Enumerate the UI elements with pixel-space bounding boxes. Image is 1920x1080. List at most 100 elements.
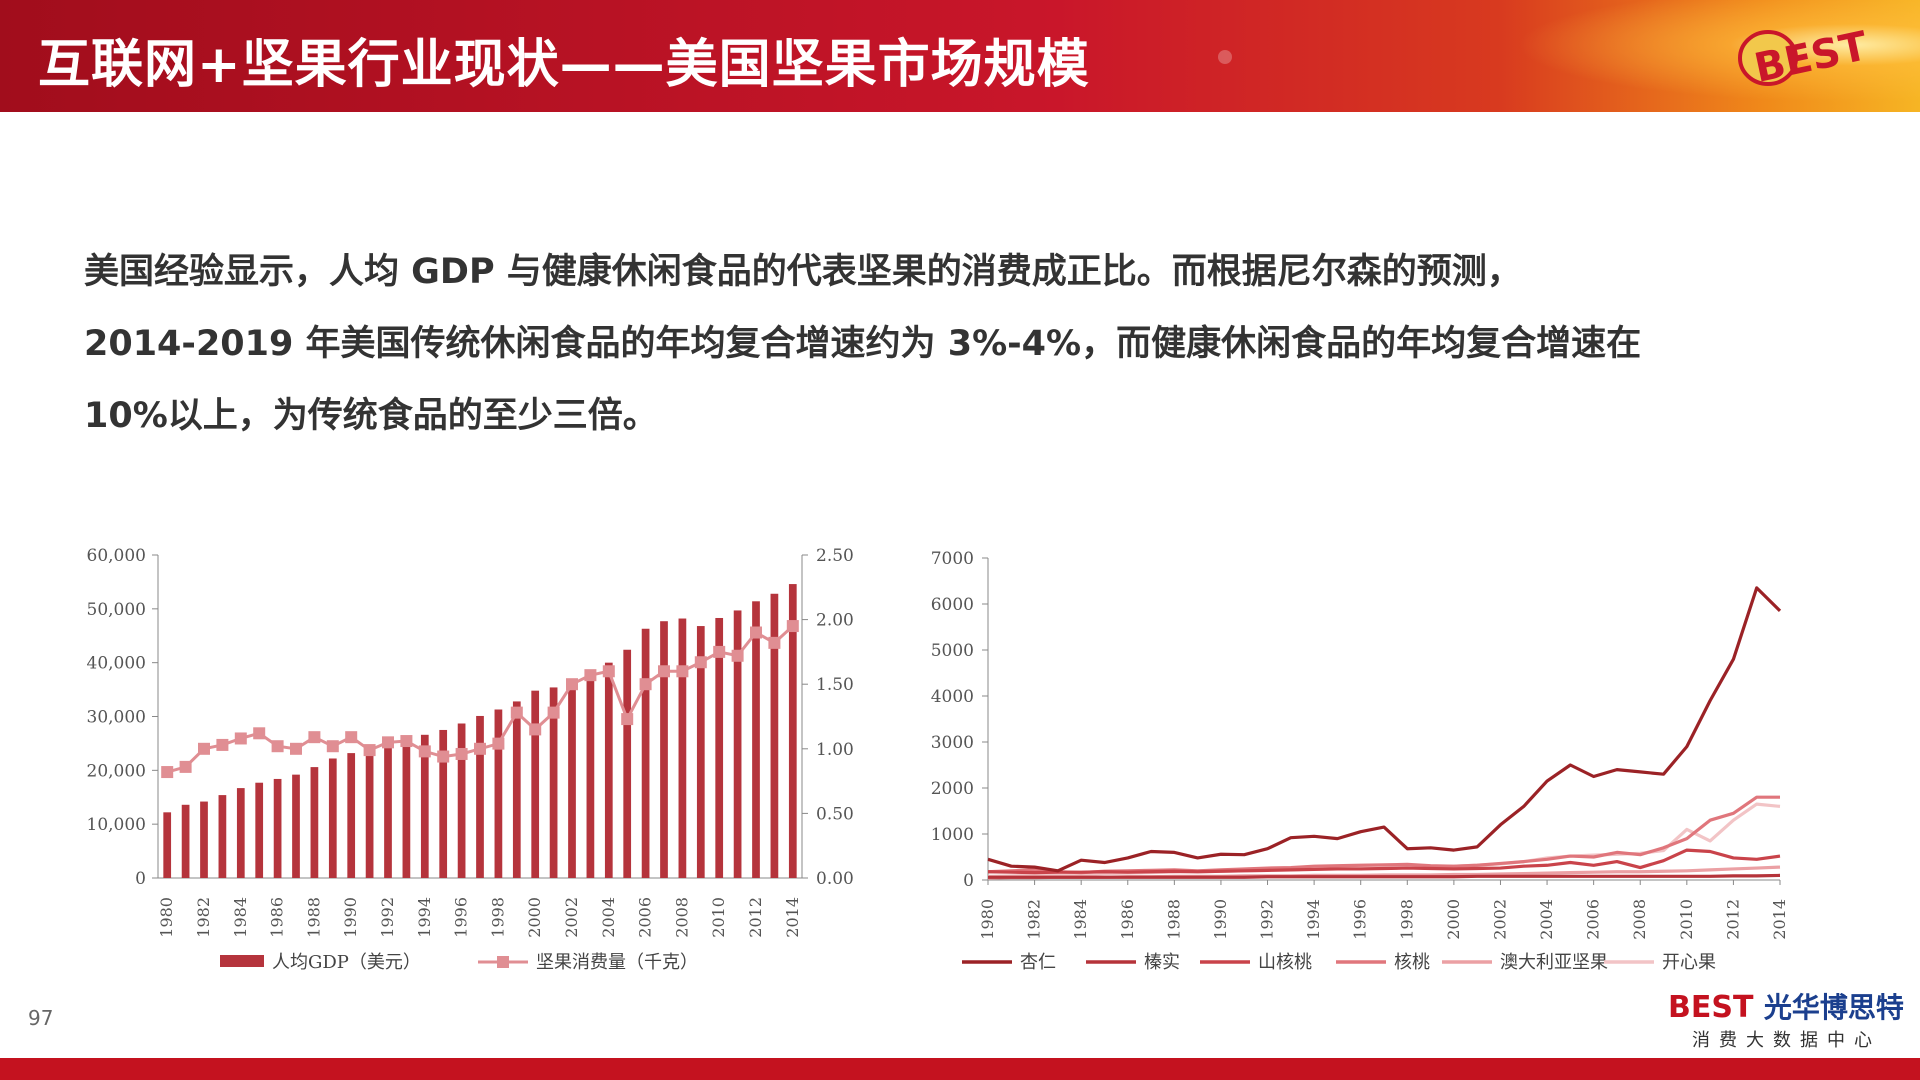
x-tick-label: 1992 <box>1258 899 1277 940</box>
consumption-point <box>584 669 597 682</box>
x-tick-label: 2008 <box>672 897 691 938</box>
y-tick-label: 2000 <box>931 779 974 799</box>
left-y-tick-label: 50,000 <box>87 600 146 620</box>
x-tick-label: 1986 <box>1118 899 1137 940</box>
gdp-bar <box>696 626 705 878</box>
consumption-point <box>786 620 799 633</box>
x-tick-label: 2012 <box>1723 899 1742 940</box>
gdp-bar <box>494 709 503 878</box>
x-tick-label: 2002 <box>1490 899 1509 940</box>
consumption-point <box>437 750 450 763</box>
gdp-bar <box>347 753 356 878</box>
legend-label-1: 榛实 <box>1144 952 1180 973</box>
y-tick-label: 1000 <box>931 825 974 845</box>
x-tick-label: 2004 <box>1537 899 1556 940</box>
header-decor-dot <box>1218 50 1232 64</box>
left-y-tick-label: 30,000 <box>87 708 146 728</box>
body-line-2: 2014-2019 年美国传统休闲食品的年均复合增速约为 3%-4%，而健康休闲… <box>84 324 1642 364</box>
x-tick-label: 1998 <box>488 897 507 938</box>
consumption-point <box>290 742 302 755</box>
gdp-bar <box>476 715 484 878</box>
y-tick-label: 0 <box>963 871 974 891</box>
consumption-point <box>639 678 652 691</box>
gdp-bar <box>641 628 650 878</box>
gdp-bar <box>310 767 319 878</box>
gdp-bar <box>531 690 540 878</box>
x-tick-label: 1984 <box>231 897 250 938</box>
series-line-1 <box>988 873 1781 879</box>
right-y-tick-label: 1.50 <box>816 675 854 695</box>
gdp-bar <box>549 687 558 878</box>
gdp-bar <box>236 788 245 878</box>
legend-consumption-marker <box>497 956 509 968</box>
legend-gdp-label: 人均GDP（美元） <box>272 952 421 973</box>
x-tick-label: 1980 <box>157 897 176 938</box>
consumption-point <box>474 742 486 755</box>
x-tick-label: 2010 <box>709 897 728 938</box>
consumption-point <box>547 706 560 719</box>
legend-gdp-swatch <box>220 955 264 967</box>
consumption-point <box>731 649 744 662</box>
consumption-point <box>418 745 431 758</box>
left-y-tick-label: 40,000 <box>87 654 146 674</box>
x-tick-label: 1984 <box>1071 899 1090 940</box>
consumption-point <box>271 740 284 753</box>
consumption-point <box>253 727 266 740</box>
right-y-tick-label: 2.00 <box>816 611 854 631</box>
x-tick-label: 2012 <box>746 897 765 938</box>
legend-label-0: 杏仁 <box>1020 952 1056 973</box>
x-tick-label: 1996 <box>452 897 471 938</box>
best-logo-icon: BEST <box>1738 23 1872 92</box>
x-tick-label: 1982 <box>1025 899 1044 940</box>
consumption-point <box>234 732 247 745</box>
consumption-point <box>363 744 376 757</box>
consumption-point <box>492 737 505 750</box>
gdp-bar <box>200 801 208 878</box>
series-line-0 <box>987 586 1782 873</box>
consumption-point <box>768 636 781 649</box>
gdp-bar <box>163 812 172 878</box>
gdp-bar <box>402 740 411 878</box>
right-y-tick-label: 1.00 <box>816 740 854 760</box>
gdp-bar <box>365 750 374 878</box>
consumption-point <box>694 656 707 669</box>
gdp-bar <box>255 782 264 878</box>
gdp-bar <box>181 804 190 878</box>
consumption-point <box>455 747 468 760</box>
gdp-bar <box>623 649 632 878</box>
gdp-bar <box>420 734 429 878</box>
y-tick-label: 5000 <box>931 641 974 661</box>
consumption-point <box>216 738 229 751</box>
gdp-bar <box>384 745 392 878</box>
consumption-point <box>713 645 726 658</box>
bottom-bar <box>0 1058 1920 1080</box>
gdp-bar <box>604 662 613 878</box>
gdp-bar <box>788 584 797 878</box>
x-tick-label: 1994 <box>1304 899 1323 940</box>
consumption-point <box>308 731 321 744</box>
x-tick-label: 2006 <box>1584 899 1603 940</box>
y-tick-label: 7000 <box>931 549 974 569</box>
gdp-bar <box>457 723 466 878</box>
gdp-bar <box>328 758 337 878</box>
gdp-bar <box>292 774 300 878</box>
legend-label-2: 山核桃 <box>1258 952 1312 973</box>
consumption-point <box>621 713 634 726</box>
consumption-point <box>602 665 615 678</box>
gdp-nut-consumption-chart: 60,000 50,000 40,000 30,000 20,000 10,000 0 2.5… <box>87 546 854 973</box>
gdp-bar <box>273 778 282 878</box>
right-y-tick-label: 0.00 <box>816 869 854 889</box>
gdp-bar <box>752 601 760 878</box>
consumption-point <box>658 665 670 678</box>
footer-logo: BEST 光华博思特 消费大数据中心 <box>1668 986 1908 1051</box>
legend-label-4: 澳大利亚坚果 <box>1500 952 1608 973</box>
x-tick-label: 2002 <box>562 897 581 938</box>
x-tick-label: 1980 <box>978 899 997 940</box>
header-light-rays <box>1460 0 1920 112</box>
y-tick-label: 3000 <box>931 733 974 753</box>
footer-brand-cn: 光华博思特 <box>1763 991 1904 1024</box>
left-y-tick-label: 20,000 <box>87 761 146 781</box>
footer-brand-sub: 消费大数据中心 <box>1692 1030 1881 1051</box>
gdp-bar <box>733 610 742 878</box>
gdp-bar <box>715 617 724 878</box>
